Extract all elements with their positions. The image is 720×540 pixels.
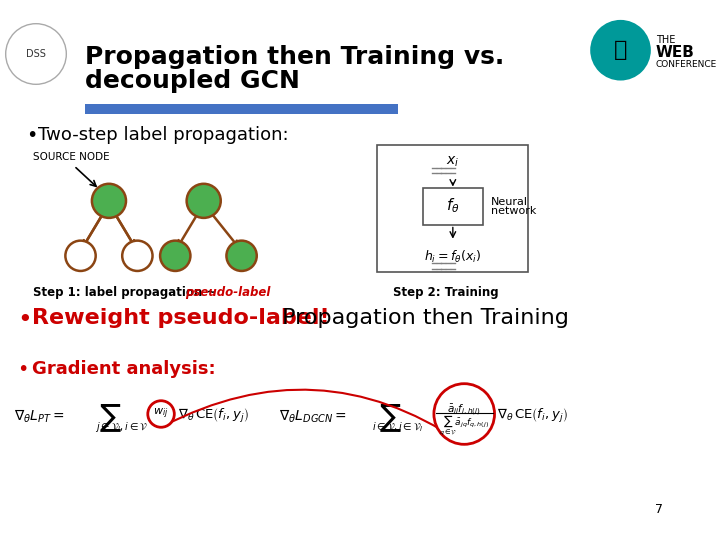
Text: $\sum$: $\sum$ xyxy=(99,403,122,435)
FancyArrowPatch shape xyxy=(163,390,460,442)
FancyBboxPatch shape xyxy=(377,145,528,272)
Text: $\nabla_\theta L_{DGCN} =$: $\nabla_\theta L_{DGCN} =$ xyxy=(279,407,347,425)
Text: $\sum_{q\in\mathcal{V}}\bar{a}_{jq}f_{q,h(j)}$: $\sum_{q\in\mathcal{V}}\bar{a}_{jq}f_{q,… xyxy=(439,414,490,438)
Text: WEB: WEB xyxy=(656,44,695,59)
Text: $\nabla_\theta\,\mathrm{CE}\left(f_i, y_j\right)$: $\nabla_\theta\,\mathrm{CE}\left(f_i, y_… xyxy=(178,407,249,426)
Text: $x_i$: $x_i$ xyxy=(446,154,459,169)
Circle shape xyxy=(6,24,66,84)
Text: SOURCE NODE: SOURCE NODE xyxy=(33,152,109,161)
FancyBboxPatch shape xyxy=(423,187,483,225)
Text: DSS: DSS xyxy=(26,49,46,59)
Text: •: • xyxy=(17,308,32,332)
Text: decoupled GCN: decoupled GCN xyxy=(85,69,300,93)
Text: $w_{ij}$: $w_{ij}$ xyxy=(153,407,168,421)
Text: $i\in\mathcal{V}, j\in\mathcal{V}_l$: $i\in\mathcal{V}, j\in\mathcal{V}_l$ xyxy=(372,420,423,434)
Text: Gradient analysis:: Gradient analysis: xyxy=(32,360,216,378)
Text: $\nabla_\theta L_{PT} =$: $\nabla_\theta L_{PT} =$ xyxy=(14,407,65,425)
Text: THE: THE xyxy=(656,35,675,45)
Circle shape xyxy=(148,401,174,427)
Circle shape xyxy=(160,241,190,271)
Text: $\nabla_\theta\,\mathrm{CE}\left(f_i, y_j\right)$: $\nabla_\theta\,\mathrm{CE}\left(f_i, y_… xyxy=(498,407,568,426)
Text: •: • xyxy=(27,126,38,145)
Text: Two-step label propagation:: Two-step label propagation: xyxy=(38,126,289,144)
Text: pseudo-label: pseudo-label xyxy=(185,286,270,299)
Circle shape xyxy=(122,241,153,271)
Text: Neural: Neural xyxy=(491,197,528,207)
Text: network: network xyxy=(491,206,536,216)
Text: 7: 7 xyxy=(655,503,663,516)
Circle shape xyxy=(434,384,495,444)
Text: •: • xyxy=(17,360,28,379)
Text: $\bar{a}_{ji}f_{i,h(j)}$: $\bar{a}_{ji}f_{i,h(j)}$ xyxy=(447,403,481,418)
Text: 🐎: 🐎 xyxy=(614,40,627,60)
Text: Step 1: label propagation ~: Step 1: label propagation ~ xyxy=(33,286,220,299)
Circle shape xyxy=(590,20,651,80)
Circle shape xyxy=(92,184,126,218)
Text: $f_\theta$: $f_\theta$ xyxy=(446,196,459,215)
Circle shape xyxy=(226,241,257,271)
Text: Reweight pseudo-label!: Reweight pseudo-label! xyxy=(32,308,330,328)
Text: Propagation then Training: Propagation then Training xyxy=(275,308,569,328)
FancyBboxPatch shape xyxy=(85,104,398,114)
Text: $h_i = f_\theta(x_i)$: $h_i = f_\theta(x_i)$ xyxy=(424,249,482,265)
Circle shape xyxy=(186,184,221,218)
Text: $j\in\mathcal{V}_l, i\in\mathcal{V}$: $j\in\mathcal{V}_l, i\in\mathcal{V}$ xyxy=(95,420,148,434)
Text: Step 2: Training: Step 2: Training xyxy=(393,286,499,299)
Text: $\sum$: $\sum$ xyxy=(379,403,402,435)
Text: Propagation then Training vs.: Propagation then Training vs. xyxy=(85,44,505,69)
Text: CONFERENCE: CONFERENCE xyxy=(656,60,717,69)
Circle shape xyxy=(66,241,96,271)
